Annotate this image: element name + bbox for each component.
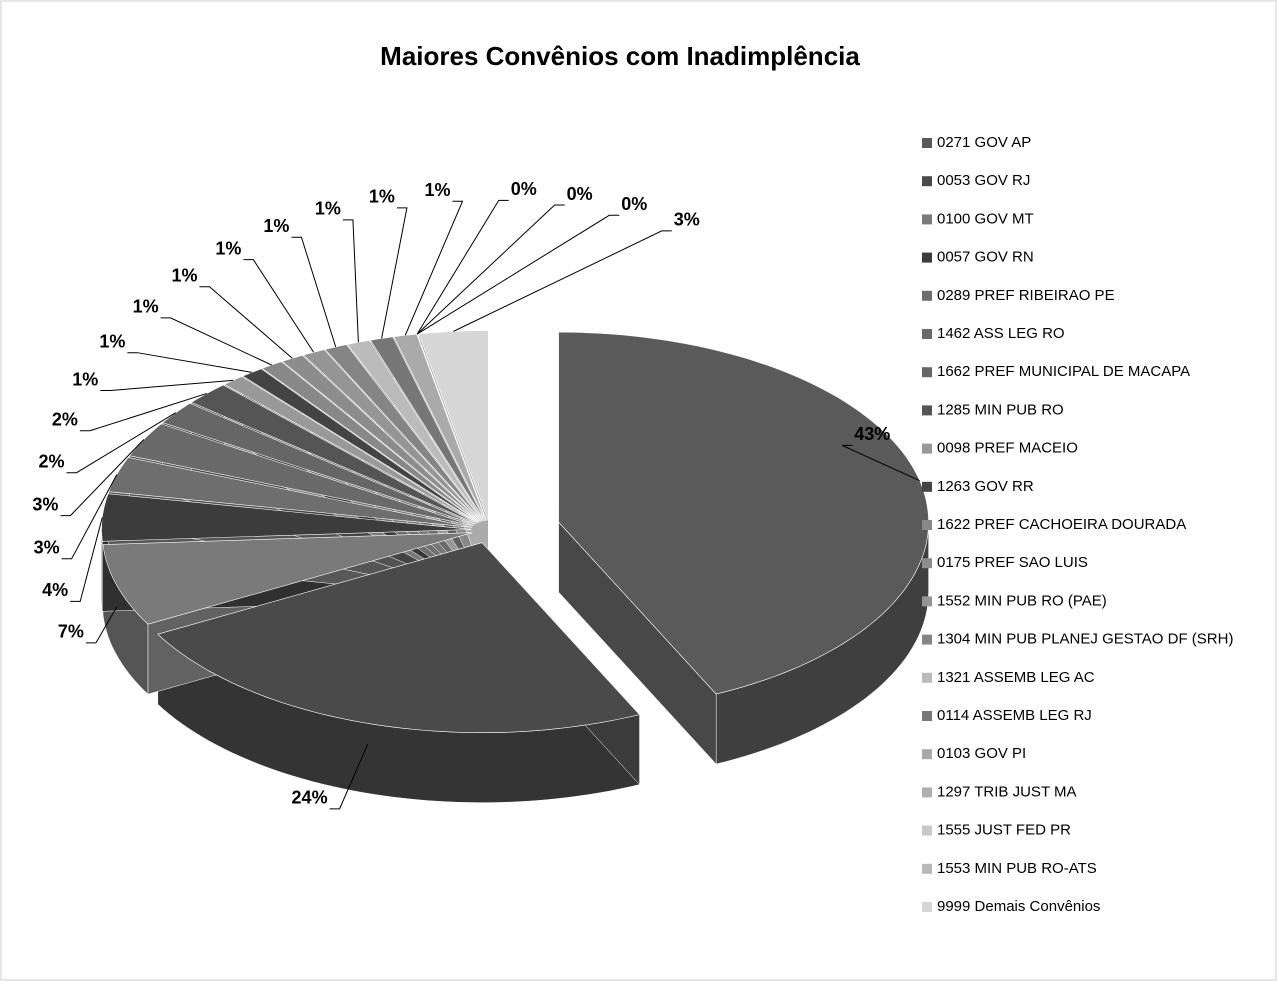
legend-label: 0103 GOV PI — [937, 745, 1026, 762]
slice — [161, 402, 476, 525]
legend-label: 1555 JUST FED PR — [937, 822, 1071, 839]
leader-line — [342, 219, 359, 343]
legend-label: 9999 Demais Convênios — [937, 898, 1100, 915]
leader-line — [416, 199, 509, 335]
leader-line — [416, 204, 565, 335]
slice — [242, 368, 479, 523]
legend-swatch — [922, 405, 932, 416]
slice — [370, 336, 486, 522]
slice — [157, 542, 641, 733]
legend-swatch — [922, 902, 932, 912]
leader-line — [404, 200, 464, 336]
legend-swatch — [922, 558, 932, 569]
leader-line — [416, 214, 620, 335]
legend-swatch — [922, 481, 932, 492]
leader-line — [291, 236, 337, 348]
legend-label: 1304 MIN PUB PLANEJ GESTAO DF (SRH) — [937, 631, 1233, 648]
slice — [102, 532, 473, 625]
data-label: 1% — [369, 187, 395, 207]
leader-line — [381, 207, 408, 339]
leader-line — [160, 317, 272, 366]
legend-swatch — [922, 711, 932, 721]
data-label: 0% — [567, 184, 593, 204]
legend-label: 1263 GOV RR — [937, 478, 1034, 495]
legend-swatch — [922, 596, 932, 607]
legend-label: 1553 MIN PUB RO-ATS — [937, 860, 1097, 877]
slice — [281, 354, 481, 523]
leader-line — [329, 744, 369, 810]
legend-label: 0057 GOV RN — [937, 249, 1034, 266]
leader-line — [243, 259, 315, 353]
slice — [302, 349, 482, 522]
legend-swatch — [922, 520, 932, 530]
legend-swatch — [922, 138, 932, 148]
data-label: 3% — [34, 538, 60, 558]
data-label: 1% — [72, 369, 98, 389]
legend-label: 1662 PREF MUNICIPAL DE MACAPA — [937, 363, 1190, 380]
legend-swatch — [922, 252, 932, 263]
legend-swatch — [922, 290, 932, 301]
leader-line — [61, 474, 118, 560]
data-label: 2% — [39, 451, 65, 471]
leader-line — [66, 412, 176, 474]
leader-line — [453, 230, 672, 332]
legend-label: 0271 GOV AP — [937, 134, 1031, 151]
chart-title: Maiores Convênios com Inadimplência — [380, 41, 860, 71]
legend-swatch — [922, 825, 932, 836]
data-label: 4% — [42, 580, 68, 600]
slice — [108, 457, 473, 528]
leader-line — [127, 352, 252, 373]
slice — [101, 493, 472, 542]
legend-label: 1622 PREF CACHOEIRA DOURADA — [937, 516, 1186, 533]
leader-line — [79, 392, 207, 432]
slice — [223, 376, 478, 524]
leader-line — [60, 439, 145, 517]
data-label: 2% — [52, 410, 78, 430]
data-label: 24% — [292, 788, 328, 808]
data-label: 1% — [315, 199, 341, 219]
data-label: 0% — [621, 194, 647, 214]
legend-label: 0289 PREF RIBEIRAO PE — [937, 287, 1115, 304]
legend-swatch — [922, 863, 932, 874]
slice — [346, 340, 484, 522]
data-label: 0% — [511, 179, 537, 199]
leader-line — [70, 517, 103, 602]
legend-label: 1552 MIN PUB RO (PAE) — [937, 592, 1107, 609]
legend-label: 0114 ASSEMB LEG RJ — [937, 707, 1092, 724]
legend-swatch — [922, 443, 932, 454]
data-label: 1% — [99, 331, 125, 351]
leader-line — [85, 606, 118, 644]
leader-line — [100, 379, 234, 392]
slice — [324, 344, 483, 522]
legend-swatch — [922, 367, 932, 378]
legend-swatch — [922, 787, 932, 798]
data-label: 7% — [58, 622, 84, 642]
data-label: 1% — [171, 265, 197, 285]
legend-swatch — [922, 214, 932, 225]
legend-label: 0053 GOV RJ — [937, 172, 1030, 189]
legend-label: 0098 PREF MACEIO — [937, 440, 1078, 457]
data-label: 3% — [674, 210, 700, 230]
data-label: 1% — [263, 216, 289, 236]
legend-label: 1285 MIN PUB RO — [937, 401, 1064, 418]
legend-swatch — [922, 329, 932, 339]
legend-label: 0175 PREF SAO LUIS — [937, 554, 1088, 571]
data-label: 1% — [215, 238, 241, 258]
leader-line — [199, 286, 293, 359]
legend-label: 1297 TRIB JUST MA — [937, 783, 1077, 800]
legend-swatch — [922, 749, 932, 760]
legend-swatch — [922, 672, 932, 683]
legend-swatch — [922, 176, 932, 187]
legend-label: 0100 GOV MT — [937, 210, 1034, 227]
data-label: 43% — [854, 424, 890, 444]
legend-label: 1321 ASSEMB LEG AC — [937, 669, 1095, 686]
data-label: 1% — [133, 297, 159, 317]
leader-line — [842, 444, 920, 482]
legend-label: 1462 ASS LEG RO — [937, 325, 1065, 342]
data-label: 3% — [32, 494, 58, 514]
legend-swatch — [922, 634, 932, 645]
data-label: 1% — [425, 180, 451, 200]
